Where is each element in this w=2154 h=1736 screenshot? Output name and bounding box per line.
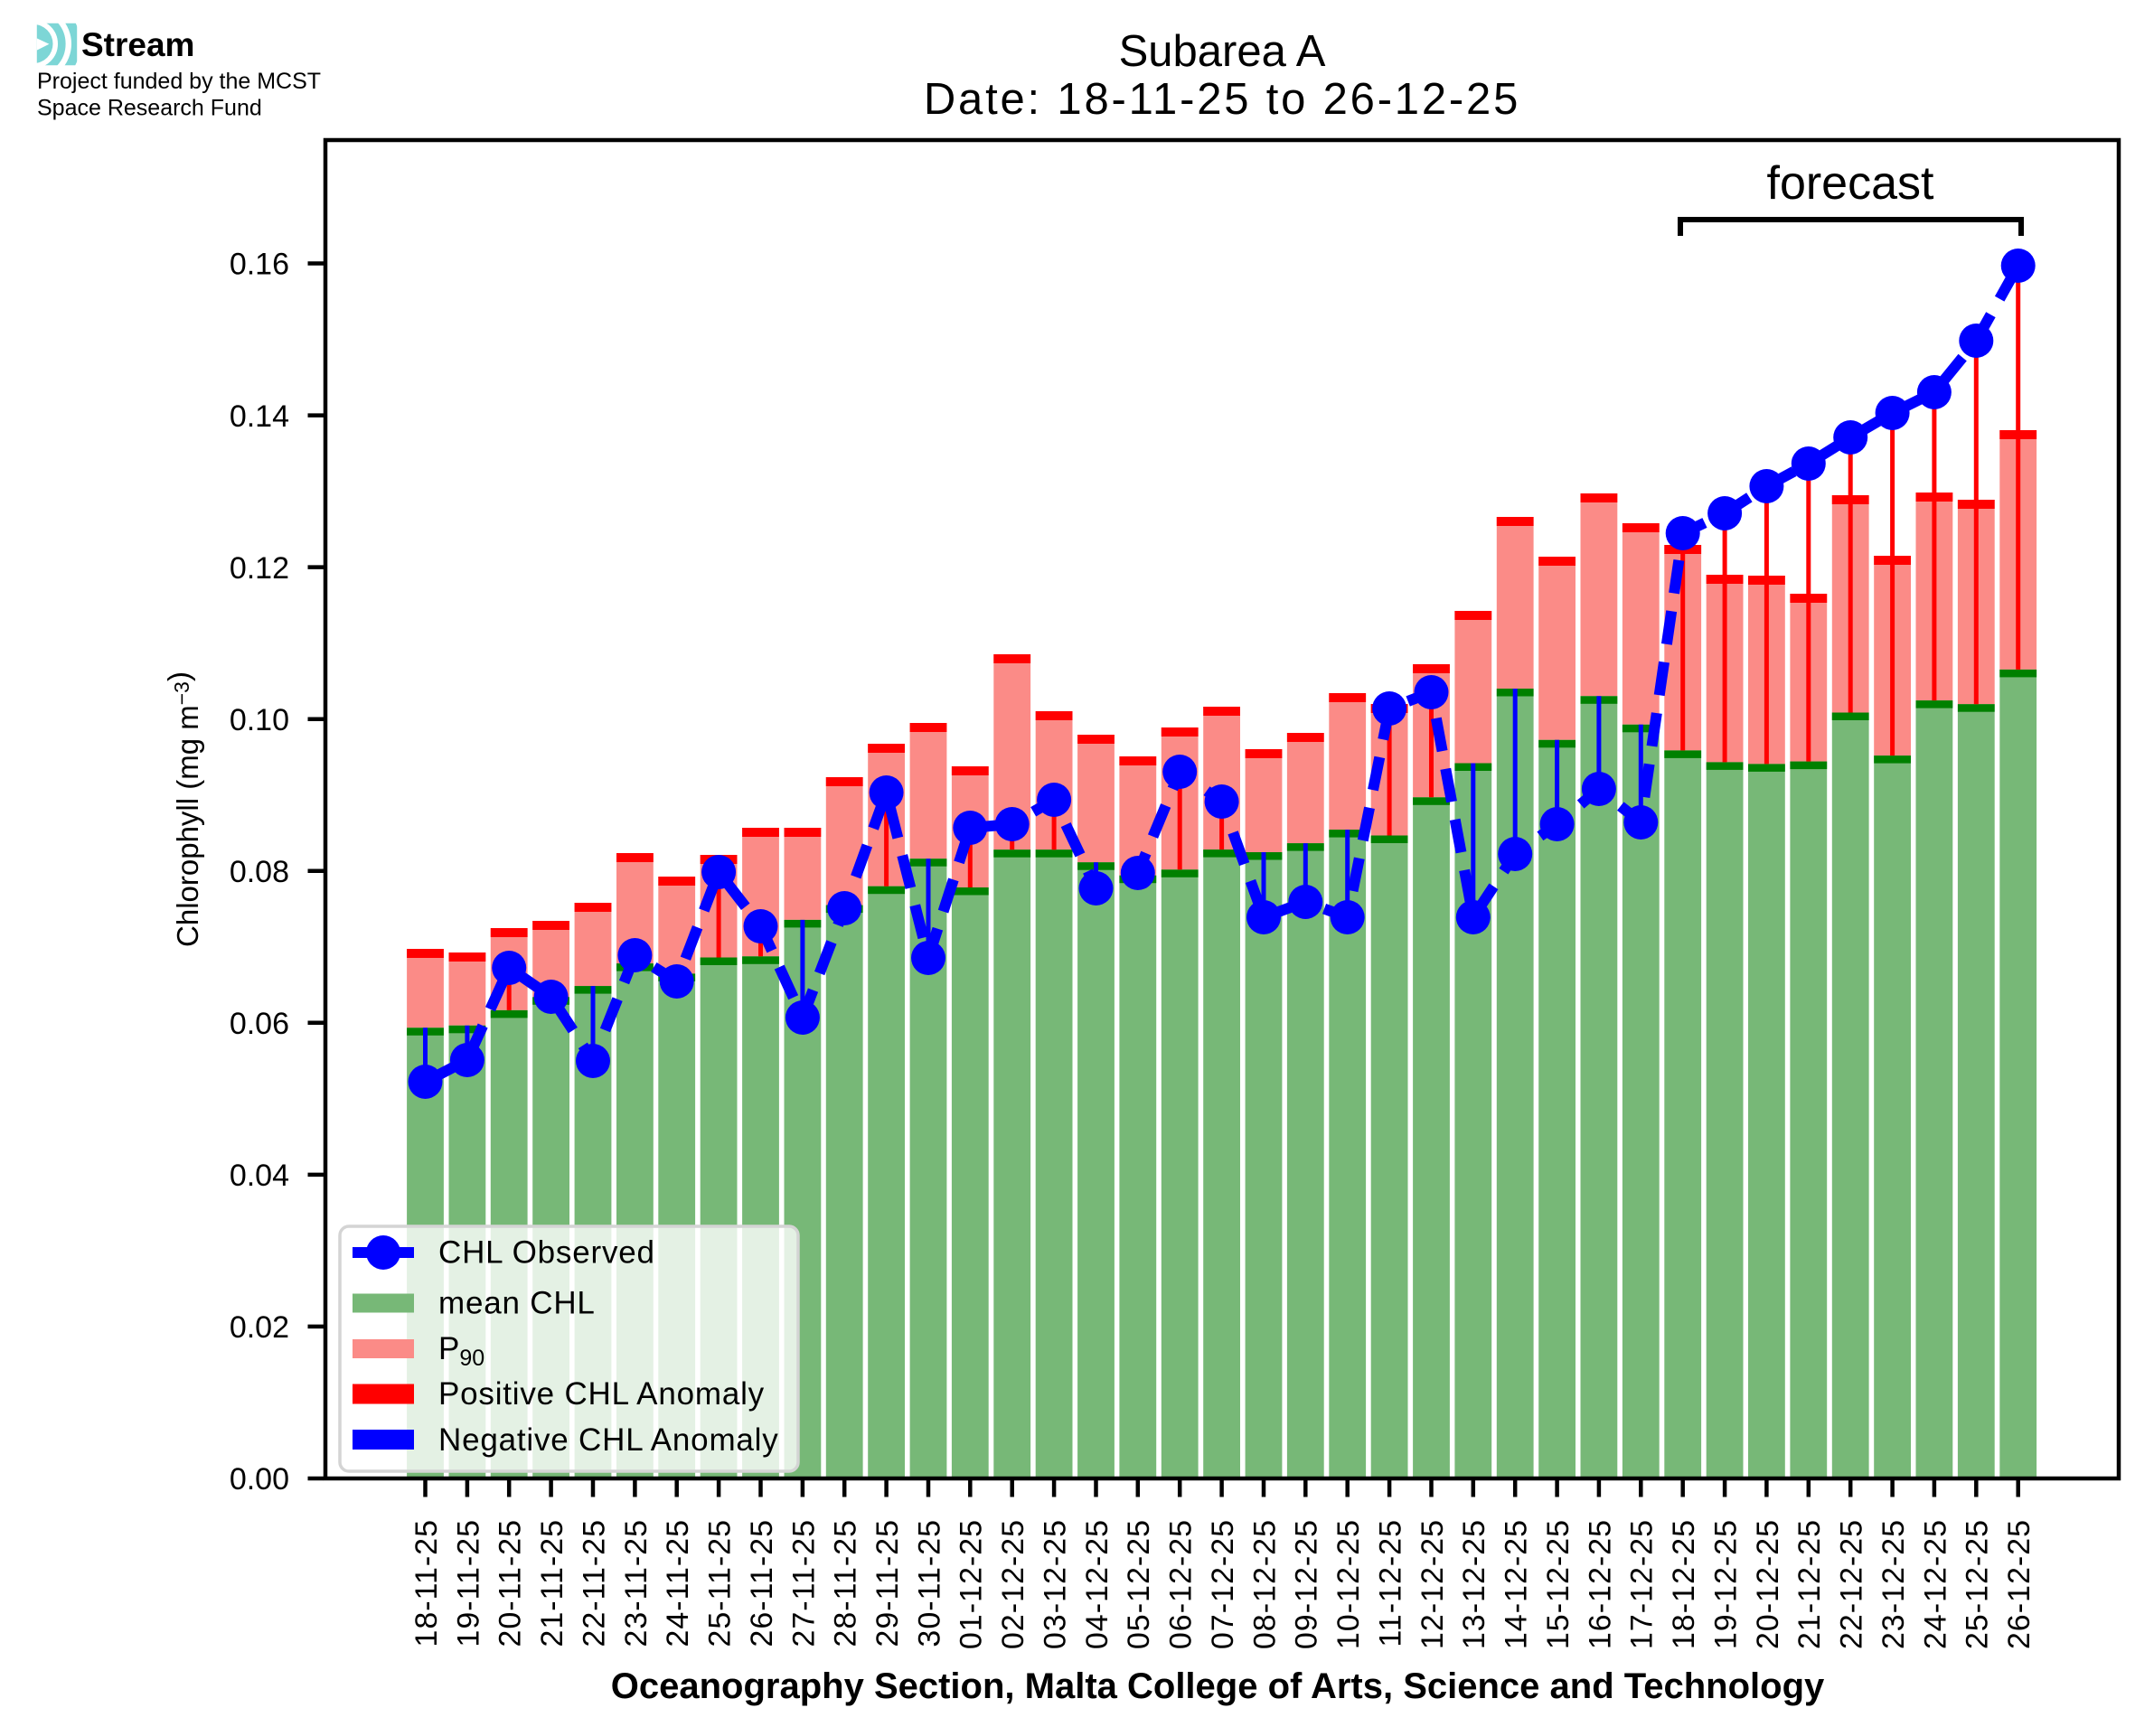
svg-text:29-11-25: 29-11-25 bbox=[870, 1519, 905, 1647]
svg-text:forecast: forecast bbox=[1767, 157, 1935, 210]
svg-text:02-12-25: 02-12-25 bbox=[996, 1519, 1030, 1649]
svg-text:mean CHL: mean CHL bbox=[438, 1286, 596, 1321]
svg-text:16-12-25: 16-12-25 bbox=[1583, 1519, 1617, 1649]
svg-text:25-11-25: 25-11-25 bbox=[703, 1519, 738, 1647]
svg-text:26-11-25: 26-11-25 bbox=[745, 1519, 779, 1647]
svg-text:06-12-25: 06-12-25 bbox=[1164, 1519, 1199, 1649]
svg-text:Project funded by the MCST: Project funded by the MCST bbox=[37, 69, 321, 94]
svg-text:21-12-25: 21-12-25 bbox=[1792, 1519, 1827, 1649]
svg-text:24-12-25: 24-12-25 bbox=[1918, 1519, 1952, 1649]
svg-text:0.14: 0.14 bbox=[230, 399, 289, 434]
svg-text:22-12-25: 22-12-25 bbox=[1835, 1519, 1869, 1649]
svg-text:18-11-25: 18-11-25 bbox=[409, 1519, 444, 1647]
svg-text:20-11-25: 20-11-25 bbox=[494, 1519, 528, 1647]
svg-text:0.04: 0.04 bbox=[230, 1159, 289, 1193]
svg-text:14-12-25: 14-12-25 bbox=[1500, 1519, 1534, 1649]
svg-text:Oceanography Section, Malta Co: Oceanography Section, Malta College of A… bbox=[611, 1666, 1825, 1706]
svg-text:30-11-25: 30-11-25 bbox=[912, 1519, 946, 1647]
svg-text:23-12-25: 23-12-25 bbox=[1877, 1519, 1911, 1649]
svg-text:17-12-25: 17-12-25 bbox=[1625, 1519, 1660, 1649]
svg-text:CHL Observed: CHL Observed bbox=[438, 1235, 655, 1271]
svg-text:Subarea A: Subarea A bbox=[1119, 27, 1326, 76]
svg-text:11-12-25: 11-12-25 bbox=[1374, 1519, 1408, 1647]
svg-text:27-11-25: 27-11-25 bbox=[786, 1519, 821, 1647]
svg-text:Positive CHL Anomaly: Positive CHL Anomaly bbox=[438, 1376, 765, 1412]
svg-text:0.06: 0.06 bbox=[230, 1007, 289, 1041]
svg-text:0.16: 0.16 bbox=[230, 248, 289, 282]
svg-text:09-12-25: 09-12-25 bbox=[1290, 1519, 1324, 1649]
svg-text:0.12: 0.12 bbox=[230, 551, 289, 586]
svg-text:10-12-25: 10-12-25 bbox=[1331, 1519, 1366, 1649]
svg-text:22-11-25: 22-11-25 bbox=[577, 1519, 611, 1647]
svg-text:03-12-25: 03-12-25 bbox=[1039, 1519, 1073, 1649]
svg-text:Date: 18-11-25 to 26-12-25: Date: 18-11-25 to 26-12-25 bbox=[924, 75, 1520, 124]
svg-text:Space Research Fund: Space Research Fund bbox=[37, 96, 262, 121]
svg-text:Stream: Stream bbox=[81, 26, 194, 63]
svg-text:25-12-25: 25-12-25 bbox=[1961, 1519, 1995, 1649]
svg-text:18-12-25: 18-12-25 bbox=[1667, 1519, 1701, 1649]
svg-text:23-11-25: 23-11-25 bbox=[619, 1519, 654, 1647]
svg-text:12-12-25: 12-12-25 bbox=[1416, 1519, 1450, 1649]
svg-text:15-12-25: 15-12-25 bbox=[1541, 1519, 1576, 1649]
svg-text:24-11-25: 24-11-25 bbox=[661, 1519, 695, 1647]
svg-text:21-11-25: 21-11-25 bbox=[535, 1519, 569, 1647]
svg-text:28-11-25: 28-11-25 bbox=[829, 1519, 863, 1647]
svg-text:19-11-25: 19-11-25 bbox=[451, 1519, 485, 1647]
svg-text:Negative CHL Anomaly: Negative CHL Anomaly bbox=[438, 1422, 779, 1458]
svg-text:0.08: 0.08 bbox=[230, 855, 289, 889]
svg-text:04-12-25: 04-12-25 bbox=[1080, 1519, 1115, 1649]
svg-text:08-12-25: 08-12-25 bbox=[1247, 1519, 1282, 1649]
svg-text:07-12-25: 07-12-25 bbox=[1206, 1519, 1240, 1649]
svg-text:0.02: 0.02 bbox=[230, 1310, 289, 1345]
svg-text:0.00: 0.00 bbox=[230, 1462, 289, 1497]
svg-text:20-12-25: 20-12-25 bbox=[1751, 1519, 1785, 1649]
svg-text:05-12-25: 05-12-25 bbox=[1122, 1519, 1156, 1649]
svg-text:0.10: 0.10 bbox=[230, 703, 289, 737]
svg-text:26-12-25: 26-12-25 bbox=[2002, 1519, 2036, 1649]
svg-text:13-12-25: 13-12-25 bbox=[1457, 1519, 1491, 1649]
svg-text:01-12-25: 01-12-25 bbox=[955, 1519, 989, 1649]
svg-text:19-12-25: 19-12-25 bbox=[1709, 1519, 1744, 1649]
